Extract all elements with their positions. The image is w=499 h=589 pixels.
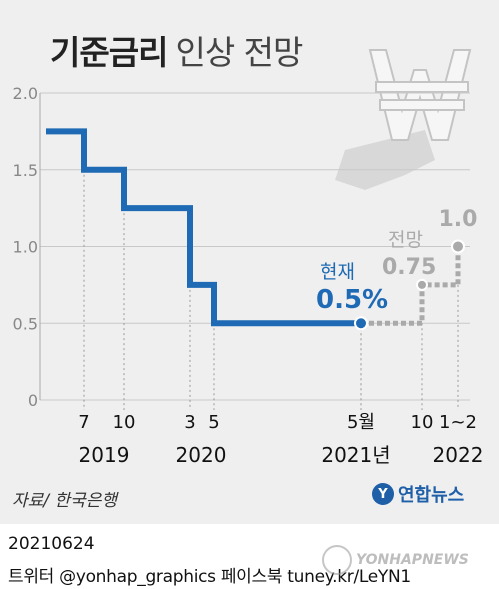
watermark-logo-icon <box>322 545 352 575</box>
forecast-point <box>451 239 465 254</box>
yonhap-logo-icon: Y <box>372 483 394 505</box>
year-label: 2020 <box>176 443 227 467</box>
y-tick-label: 0.5 <box>13 314 38 333</box>
year-label: 2019 <box>79 443 130 467</box>
y-tick-label: 1.0 <box>13 238 38 257</box>
forecast-value: 1.0 <box>439 207 478 232</box>
y-tick-label: 2.0 <box>13 84 38 103</box>
year-label: 2021년 <box>321 443 390 467</box>
watermark-text: YONHAPNEWS <box>356 552 469 568</box>
x-tick-label: 7 <box>78 412 89 433</box>
social-links: 트위터 @yonhap_graphics 페이스북 tuney.kr/LeYN1 <box>8 567 411 587</box>
current-point <box>354 316 368 331</box>
source-note: 자료/ 한국은행 <box>12 491 117 511</box>
actual-series-line <box>46 128 361 327</box>
publish-date: 20210624 <box>8 534 95 554</box>
y-tick-label: 0 <box>28 391 38 410</box>
won-sign-icon <box>335 49 472 190</box>
x-tick-label: 1~2 <box>439 412 477 433</box>
x-tick-label: 5 <box>208 412 219 433</box>
title-bold: 기준금리 <box>50 33 168 72</box>
brand-logo: Y 연합뉴스 <box>372 480 464 508</box>
forecast-value: 0.75 <box>382 255 436 280</box>
forecast-label: 전망 <box>388 229 423 251</box>
x-tick-label: 3 <box>184 412 195 433</box>
title-light: 인상 전망 <box>175 33 303 72</box>
x-tick-label: 5월 <box>347 412 375 433</box>
forecast-point <box>416 278 428 291</box>
current-label: 현재 <box>320 261 355 283</box>
current-value: 0.5% <box>316 285 388 315</box>
x-tick-label: 10 <box>113 412 136 433</box>
y-tick-label: 1.5 <box>13 161 38 180</box>
page-title: 기준금리 인상 전망 <box>50 26 303 74</box>
watermark: YONHAPNEWS <box>322 545 469 575</box>
year-label: 2022 <box>433 443 484 467</box>
x-tick-label: 10 <box>411 412 434 433</box>
brand-name: 연합뉴스 <box>398 485 465 506</box>
